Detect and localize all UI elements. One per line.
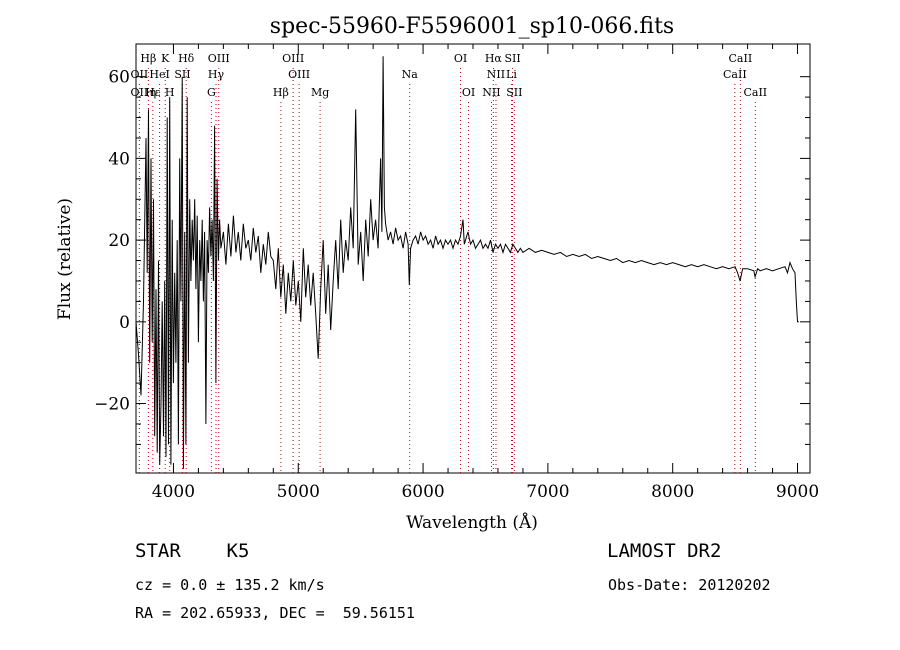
line-marker-label: OII — [131, 68, 149, 81]
y-axis-label: Flux (relative) — [55, 198, 75, 320]
obs-date: Obs-Date: 20120202 — [608, 576, 771, 594]
x-axis-label: Wavelength (Å) — [406, 512, 538, 533]
x-tick-label: 5000 — [277, 482, 320, 502]
spectrum-chart: spec-55960-F5596001_sp10-066.fits Hβ K Hδ O… — [55, 14, 819, 533]
line-marker-label: Hβ — [273, 86, 289, 99]
y-tick-label: 60 — [108, 68, 130, 88]
line-marker-label: G — [207, 86, 216, 99]
line-marker-label: Hε — [145, 86, 161, 99]
line-marker-label: SII — [174, 68, 190, 81]
line-marker-label: NII — [487, 68, 505, 81]
survey-name: LAMOST DR2 — [607, 540, 722, 562]
line-marker-label: K — [161, 52, 170, 65]
object-class: STAR K5 — [135, 540, 250, 562]
line-marker-label: Hδ — [178, 52, 195, 65]
spectrum-line — [135, 56, 799, 469]
line-marker-label: OIII — [288, 68, 310, 81]
coordinates: RA = 202.65933, DEC = 59.56151 — [135, 604, 415, 622]
line-marker-label: CaII — [729, 52, 753, 65]
x-tick-label: 8000 — [651, 482, 694, 502]
line-marker-label: Hβ — [140, 52, 156, 65]
line-marker-label: Mg — [311, 86, 329, 99]
line-marker-label: CaII — [743, 86, 767, 99]
y-tick-label: −20 — [94, 395, 130, 415]
x-tick-label: 4000 — [152, 482, 195, 502]
line-marker-label: η — [150, 86, 157, 99]
x-tick-label: 7000 — [526, 482, 569, 502]
plot-frame — [135, 43, 811, 474]
line-marker-label: SII — [506, 86, 522, 99]
line-marker-label: SII — [504, 52, 520, 65]
line-marker-label: OIII — [282, 52, 304, 65]
x-tick-label: 6000 — [401, 482, 444, 502]
line-marker-label: OI — [462, 86, 475, 99]
chart-title: spec-55960-F5596001_sp10-066.fits — [270, 14, 674, 39]
line-marker-label: Na — [402, 68, 419, 81]
line-marker-label: Hα — [485, 52, 503, 65]
redshift-line: cz = 0.0 ± 135.2 km/s — [135, 576, 325, 594]
line-marker-label: CaII — [723, 68, 747, 81]
line-marker-label: OII — [131, 86, 149, 99]
line-marker-label: OI — [454, 52, 467, 65]
y-tick-label: 40 — [108, 149, 130, 169]
y-tick-label: 20 — [108, 231, 130, 251]
x-tick-label: 9000 — [776, 482, 819, 502]
line-marker-label: OIII — [208, 52, 230, 65]
axis-ticks: 4000 5000 6000 7000 8000 9000 −20 0 20 40 60 — [94, 44, 819, 502]
y-tick-label: 0 — [119, 313, 130, 333]
line-marker-label: Hγ — [208, 68, 225, 81]
line-marker-label: NII — [482, 86, 500, 99]
line-marker-label: Li — [506, 68, 517, 81]
line-marker-label: H — [165, 86, 175, 99]
line-marker-label: HeI — [149, 68, 169, 81]
